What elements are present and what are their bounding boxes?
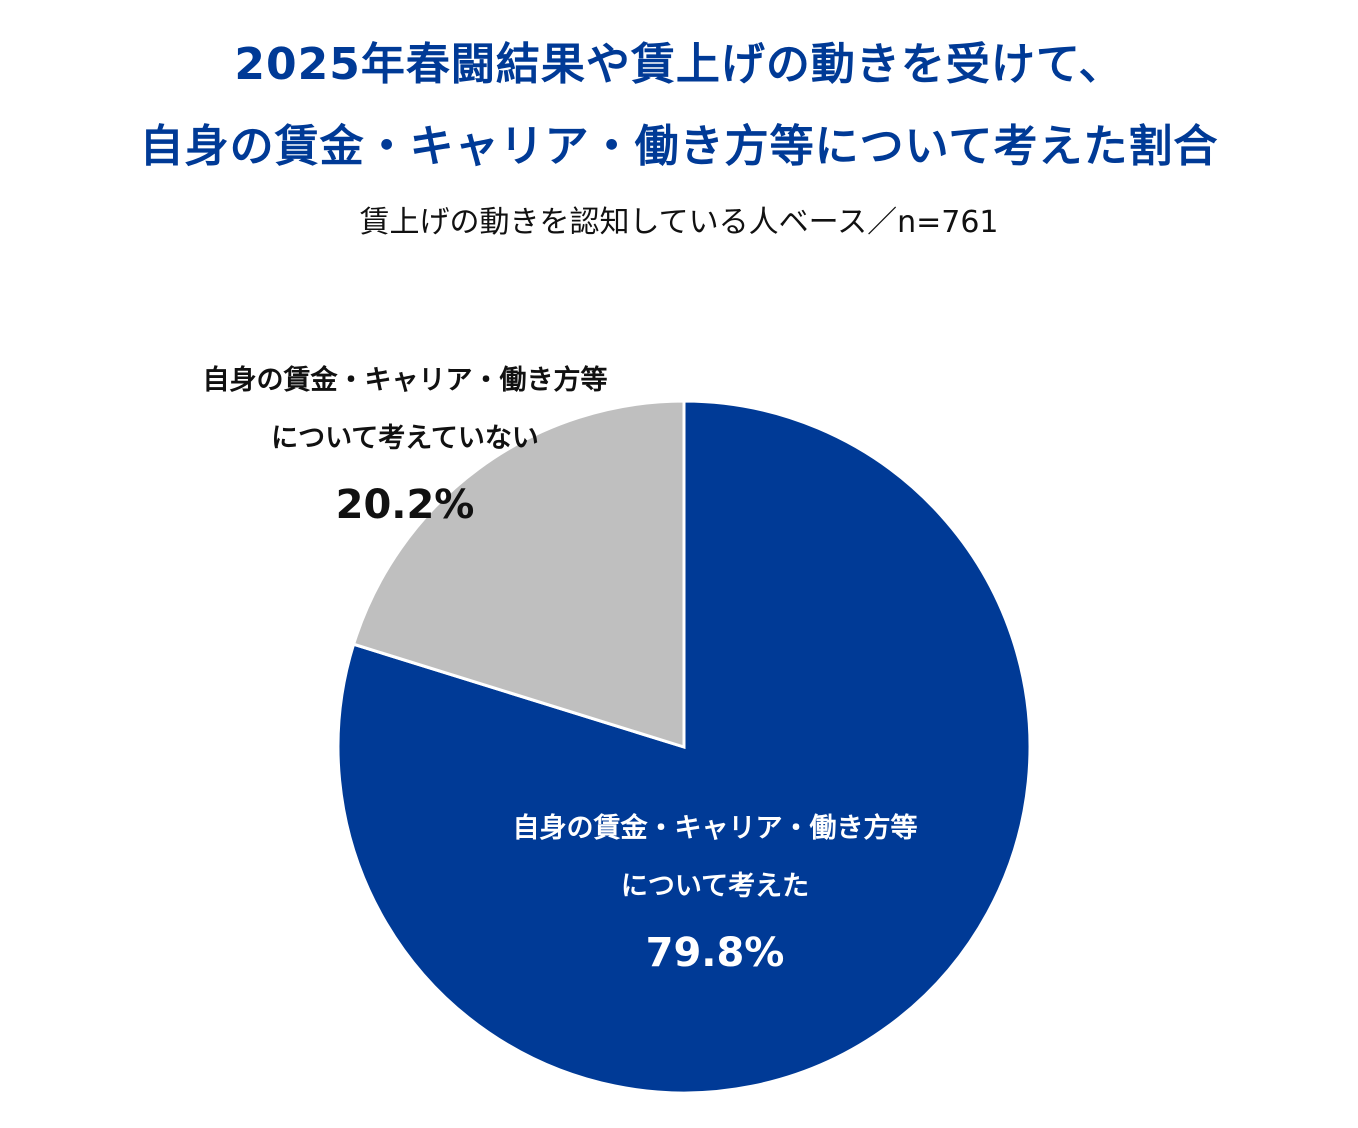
slice-value-considered: 79.8% [645, 930, 785, 976]
chart-title-line1: 2025年春闘結果や賃上げの動きを受けて、 [234, 39, 1124, 90]
slice-label-not-considered-line2: について考えていない [271, 423, 539, 454]
slice-label-not-considered-line1: 自身の賃金・キャリア・働き方等 [202, 365, 608, 396]
chart-subtitle: 賃上げの動きを認知している人ベース／n=761 [359, 205, 999, 240]
pie-slice-not-considered [351, 399, 686, 750]
slice-label-not-considered: 自身の賃金・キャリア・働き方等 について考えていない 20.2% [110, 352, 700, 528]
slice-value-not-considered: 20.2% [335, 482, 475, 528]
slice-label-considered-line1: 自身の賃金・キャリア・働き方等 [512, 813, 918, 844]
chart-title-line2: 自身の賃金・キャリア・働き方等について考えた割合 [139, 121, 1219, 172]
slice-label-considered: 自身の賃金・キャリア・働き方等 について考えた 79.8% [420, 800, 1010, 976]
slice-label-considered-line2: について考えた [620, 871, 810, 902]
